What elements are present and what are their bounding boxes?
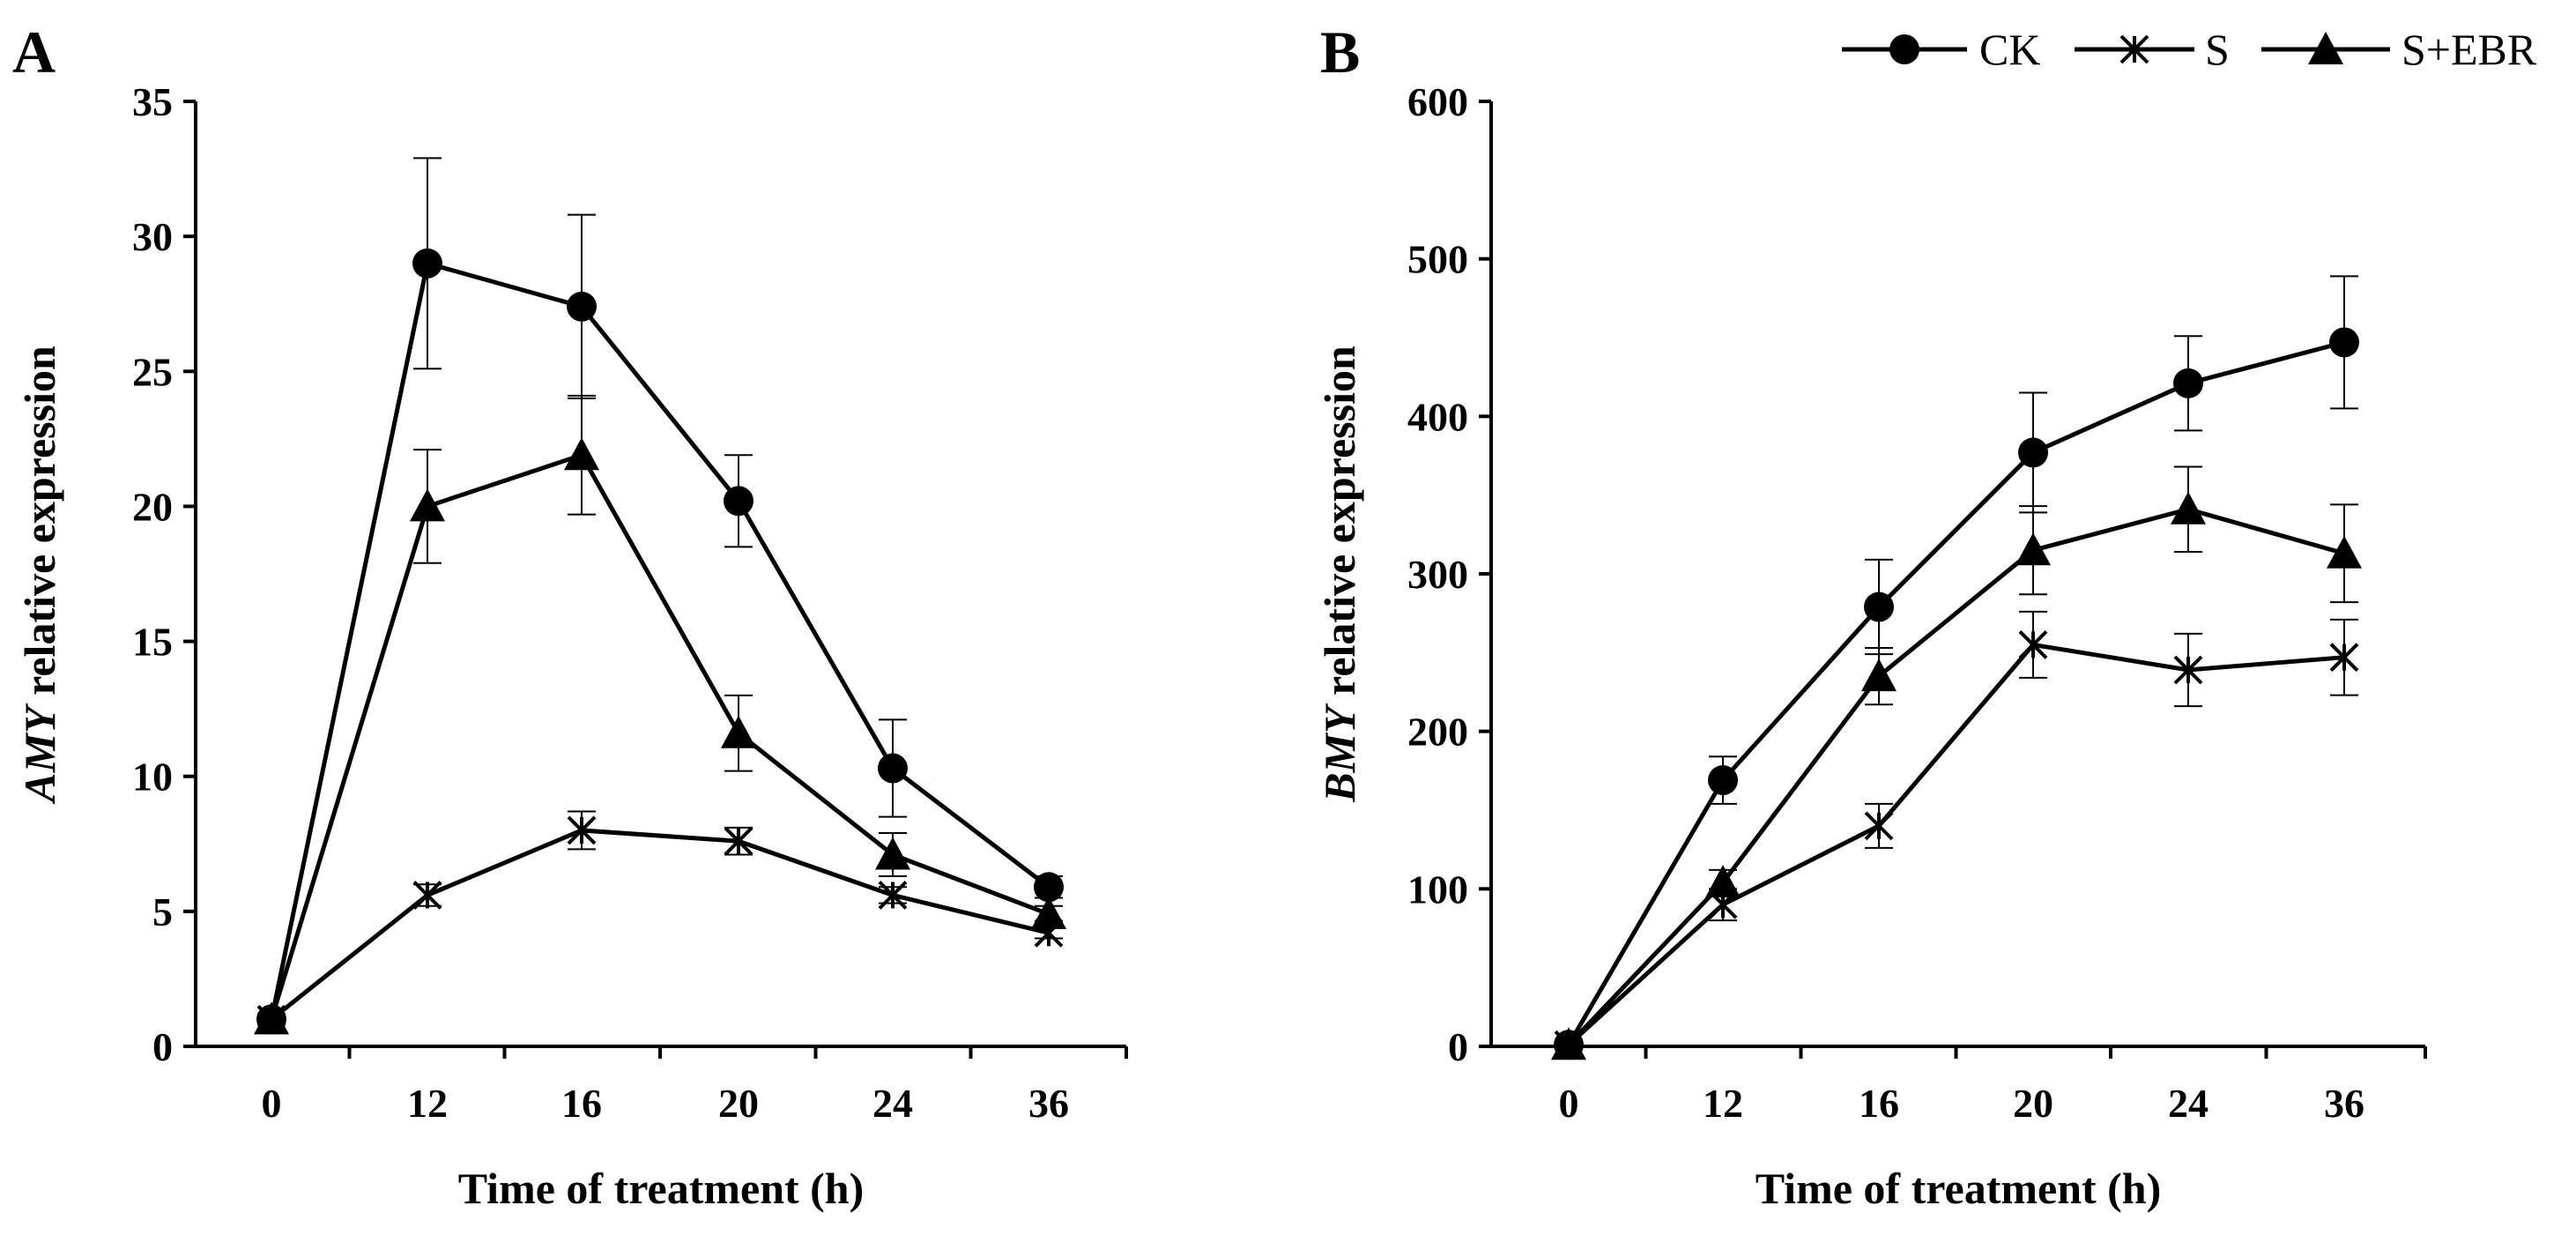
series-line bbox=[1567, 507, 2345, 1046]
data-point bbox=[412, 881, 442, 910]
data-point bbox=[721, 715, 756, 748]
y-tick-label: 15 bbox=[132, 620, 173, 665]
series-s bbox=[1554, 610, 2359, 1060]
data-point bbox=[724, 486, 753, 517]
y-tick-label: 200 bbox=[1407, 710, 1468, 755]
y-tick-label: 35 bbox=[132, 79, 173, 124]
panel-letter: B bbox=[1320, 19, 1360, 86]
panel-b: B 0 100 200 300 400 500 600 0 12 16 20 24 36 Time of t… bbox=[1315, 19, 2427, 1213]
y-axis-title-gene: BMY bbox=[1315, 703, 1364, 803]
data-point bbox=[1705, 865, 1741, 898]
y-tick-label: 400 bbox=[1407, 394, 1468, 439]
panel-letter: A bbox=[12, 19, 56, 86]
data-point bbox=[412, 248, 442, 279]
y-axis-title: AMY relative expression bbox=[15, 346, 64, 805]
x-axis-title: Time of treatment (h) bbox=[1756, 1164, 2162, 1213]
data-point bbox=[1708, 765, 1738, 796]
data-point bbox=[1034, 872, 1064, 903]
data-point bbox=[1864, 591, 1894, 622]
x-tick-label: 20 bbox=[718, 1081, 759, 1126]
series-s bbox=[256, 810, 1064, 1034]
data-point bbox=[564, 437, 599, 471]
y-tick-label: 10 bbox=[132, 755, 173, 800]
data-point bbox=[1861, 658, 1897, 692]
y-tick-label: 500 bbox=[1407, 237, 1468, 282]
y-axis-title-rest: relative expression bbox=[15, 346, 64, 706]
data-point bbox=[2171, 491, 2206, 525]
data-point bbox=[2327, 535, 2362, 569]
y-tick-label: 25 bbox=[132, 349, 173, 394]
data-point bbox=[2018, 437, 2048, 468]
data-point bbox=[2018, 629, 2048, 659]
y-tick-label: 20 bbox=[132, 484, 173, 529]
x-tick-label: 16 bbox=[1859, 1081, 1899, 1126]
series-line bbox=[1566, 339, 2345, 1046]
x-tick-label: 24 bbox=[872, 1081, 913, 1126]
x-tick-label: 0 bbox=[1559, 1081, 1579, 1126]
panel-a: A 0 5 10 15 20 25 30 35 0 12 16 20 24 36 Time of treatm… bbox=[12, 19, 1128, 1213]
data-point bbox=[2173, 655, 2203, 685]
y-axis-title-gene: AMY bbox=[15, 703, 64, 805]
series-line bbox=[1567, 642, 2345, 1047]
data-point bbox=[567, 815, 597, 845]
y-tick-label: 100 bbox=[1407, 867, 1468, 911]
data-point bbox=[2016, 532, 2051, 566]
legend-label: CK bbox=[1979, 25, 2040, 74]
y-tick-label: 5 bbox=[152, 889, 173, 934]
x-tick-label: 36 bbox=[1028, 1081, 1069, 1126]
y-tick-label: 0 bbox=[1448, 1024, 1468, 1069]
y-tick-label: 300 bbox=[1407, 552, 1468, 597]
data-point bbox=[878, 881, 908, 910]
x-tick-label: 0 bbox=[262, 1081, 282, 1126]
legend-label: S+EBR bbox=[2402, 25, 2537, 74]
data-point bbox=[1864, 811, 1894, 841]
legend-item-ck: CK bbox=[1842, 25, 2040, 74]
x-tick-label: 20 bbox=[2013, 1081, 2053, 1126]
series-line bbox=[269, 260, 1050, 1020]
x-tick-label: 16 bbox=[561, 1081, 602, 1126]
data-point bbox=[1551, 1027, 1586, 1060]
series-line bbox=[270, 828, 1050, 1022]
x-tick-label: 36 bbox=[2324, 1081, 2364, 1126]
data-point bbox=[878, 753, 908, 784]
y-tick-label: 0 bbox=[152, 1024, 173, 1069]
data-point bbox=[567, 291, 597, 322]
data-point bbox=[254, 1001, 289, 1035]
x-tick-label: 24 bbox=[2168, 1081, 2209, 1126]
series-s-ebr bbox=[254, 394, 1066, 1035]
series-s-ebr bbox=[1551, 465, 2362, 1060]
legend-item-s-ebr: S+EBR bbox=[2261, 25, 2537, 74]
y-tick-label: 600 bbox=[1407, 79, 1468, 124]
legend-item-s: S bbox=[2075, 25, 2230, 74]
legend-marker bbox=[2308, 32, 2343, 64]
x-tick-label: 12 bbox=[407, 1081, 448, 1126]
legend-marker bbox=[1889, 34, 1919, 64]
series-line bbox=[269, 452, 1050, 1021]
data-point bbox=[2329, 643, 2359, 673]
y-axis-title: BMY relative expression bbox=[1315, 346, 1364, 803]
data-point bbox=[875, 837, 910, 870]
data-point bbox=[1031, 896, 1066, 929]
y-axis-title-rest: relative expression bbox=[1315, 346, 1364, 706]
y-tick-label: 30 bbox=[132, 214, 173, 259]
x-axis-title: Time of treatment (h) bbox=[458, 1164, 865, 1213]
data-point bbox=[2173, 368, 2203, 398]
legend: CK S S+EBR bbox=[1842, 25, 2537, 74]
data-point bbox=[410, 488, 445, 522]
legend-marker bbox=[2119, 34, 2149, 64]
series-ck bbox=[256, 157, 1064, 1035]
legend-label: S bbox=[2205, 25, 2230, 74]
x-tick-label: 12 bbox=[1703, 1081, 1743, 1126]
data-point bbox=[724, 826, 753, 856]
data-point bbox=[2329, 327, 2359, 358]
